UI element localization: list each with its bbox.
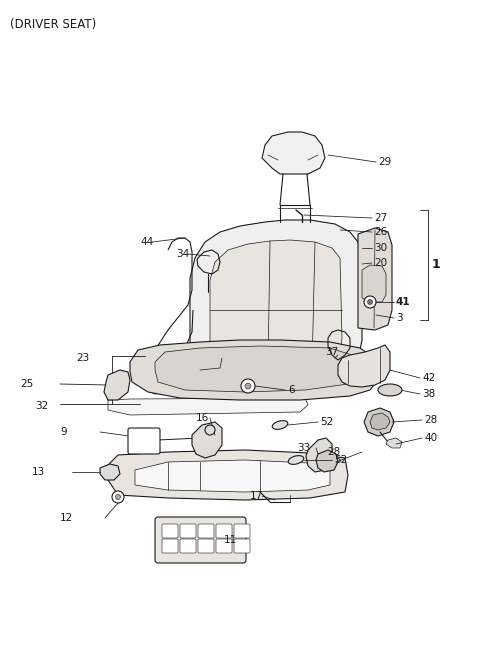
- FancyBboxPatch shape: [234, 524, 250, 538]
- Circle shape: [368, 300, 372, 304]
- Text: 52: 52: [320, 417, 333, 427]
- Polygon shape: [100, 464, 120, 480]
- FancyBboxPatch shape: [216, 539, 232, 553]
- Polygon shape: [364, 408, 394, 436]
- Text: 1: 1: [432, 258, 441, 272]
- Circle shape: [241, 379, 255, 393]
- Circle shape: [205, 425, 215, 435]
- Text: 28: 28: [327, 447, 340, 457]
- Text: 52: 52: [334, 455, 347, 465]
- Text: 12: 12: [60, 513, 73, 523]
- Polygon shape: [108, 450, 348, 500]
- Text: 30: 30: [374, 243, 387, 253]
- Text: 29: 29: [378, 157, 391, 167]
- FancyBboxPatch shape: [198, 539, 214, 553]
- Text: 37: 37: [325, 347, 338, 357]
- Polygon shape: [210, 240, 342, 369]
- FancyBboxPatch shape: [155, 517, 246, 563]
- Text: 40: 40: [424, 433, 437, 443]
- Polygon shape: [130, 340, 380, 400]
- FancyBboxPatch shape: [162, 524, 178, 538]
- Ellipse shape: [272, 420, 288, 430]
- Text: 16: 16: [196, 413, 209, 423]
- Circle shape: [116, 495, 120, 499]
- Polygon shape: [370, 413, 390, 430]
- Text: (DRIVER SEAT): (DRIVER SEAT): [10, 18, 96, 31]
- Text: 34: 34: [176, 249, 189, 259]
- FancyBboxPatch shape: [198, 524, 214, 538]
- Polygon shape: [104, 370, 130, 400]
- Circle shape: [245, 383, 251, 389]
- FancyBboxPatch shape: [128, 428, 160, 454]
- FancyBboxPatch shape: [234, 539, 250, 553]
- Text: 33: 33: [297, 443, 310, 453]
- Polygon shape: [190, 220, 362, 374]
- Polygon shape: [192, 422, 222, 458]
- Text: 28: 28: [424, 415, 437, 425]
- Text: 41: 41: [396, 297, 410, 307]
- Polygon shape: [108, 398, 308, 415]
- Text: 13: 13: [32, 467, 45, 477]
- Polygon shape: [362, 265, 386, 302]
- Text: 9: 9: [60, 427, 67, 437]
- Text: 6: 6: [288, 385, 295, 395]
- Text: 32: 32: [35, 401, 48, 411]
- Circle shape: [112, 491, 124, 503]
- Text: 27: 27: [374, 213, 387, 223]
- Text: 38: 38: [422, 389, 435, 399]
- Polygon shape: [306, 438, 332, 472]
- Text: 20: 20: [374, 258, 387, 268]
- FancyBboxPatch shape: [180, 539, 196, 553]
- Circle shape: [364, 296, 376, 308]
- Text: 11: 11: [224, 535, 237, 545]
- Polygon shape: [386, 438, 402, 448]
- Text: 3: 3: [396, 313, 403, 323]
- Polygon shape: [316, 450, 338, 472]
- Text: 25: 25: [20, 379, 33, 389]
- FancyBboxPatch shape: [216, 524, 232, 538]
- Polygon shape: [358, 228, 392, 330]
- Polygon shape: [155, 346, 360, 392]
- Ellipse shape: [288, 456, 304, 464]
- FancyBboxPatch shape: [162, 539, 178, 553]
- Text: 17: 17: [250, 491, 263, 501]
- FancyBboxPatch shape: [180, 524, 196, 538]
- Polygon shape: [135, 460, 330, 492]
- Text: 42: 42: [422, 373, 435, 383]
- Text: 26: 26: [374, 227, 387, 237]
- Polygon shape: [262, 132, 325, 174]
- Text: 44: 44: [140, 237, 153, 247]
- Polygon shape: [338, 345, 390, 387]
- Text: 23: 23: [76, 353, 89, 363]
- Ellipse shape: [378, 384, 402, 396]
